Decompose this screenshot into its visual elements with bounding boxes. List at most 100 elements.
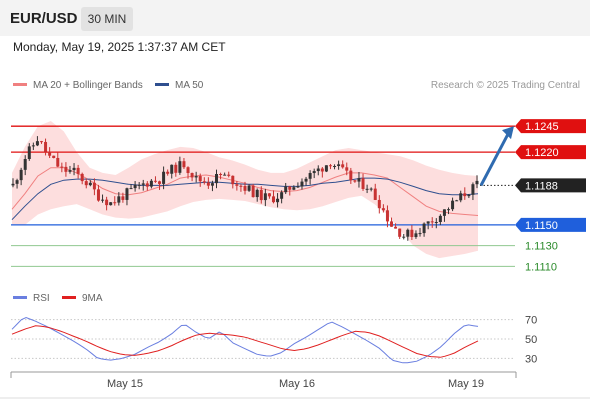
candle-body <box>88 182 92 186</box>
candle-body <box>39 141 43 143</box>
candle <box>447 207 451 215</box>
candle <box>475 175 479 189</box>
candle-body <box>333 166 337 168</box>
forecast-arrow-shaft <box>479 131 511 187</box>
candle-body <box>52 155 56 158</box>
candle-body <box>133 184 137 189</box>
candle <box>320 166 324 178</box>
candle-body <box>296 186 300 188</box>
candle <box>267 193 271 199</box>
candle-body <box>84 181 88 186</box>
candle <box>308 170 312 185</box>
candle <box>227 171 231 178</box>
level-tag-1-1245: 1.1245 <box>515 119 586 134</box>
candle <box>357 171 361 188</box>
candle-body <box>166 171 170 174</box>
candle <box>153 176 157 183</box>
level-tag-label: 1.1188 <box>525 180 558 192</box>
rsi-legend-label: RSI <box>33 293 50 304</box>
candle <box>210 180 214 192</box>
candle <box>406 228 410 241</box>
candle <box>271 190 275 204</box>
candle <box>426 221 430 230</box>
candle <box>414 230 418 239</box>
candle-body <box>292 187 296 190</box>
candle <box>52 155 56 159</box>
candle <box>113 196 117 206</box>
candle <box>15 178 19 189</box>
candle <box>84 178 88 189</box>
candle <box>361 173 365 191</box>
rsi-tick-30: 30 <box>525 353 537 365</box>
candle-body <box>402 236 406 238</box>
chart-header: EUR/USD 30 MIN <box>0 0 590 36</box>
candle-body <box>158 181 162 184</box>
candle-body <box>137 184 141 186</box>
candle <box>296 182 300 188</box>
candle <box>137 182 141 190</box>
candle-body <box>19 169 23 181</box>
candle-body <box>113 202 117 204</box>
candle-body <box>271 196 275 203</box>
forecast-arrow-head <box>502 126 514 140</box>
candle <box>215 169 219 189</box>
candle-body <box>198 176 202 182</box>
candle-body <box>263 193 267 201</box>
candle <box>190 172 194 182</box>
level-label-1-1130: 1.1130 <box>525 241 558 253</box>
candle <box>105 196 109 211</box>
candle-body <box>105 199 109 206</box>
candle-body <box>369 188 373 190</box>
candle <box>345 162 349 176</box>
candle-body <box>341 164 345 168</box>
candle-body <box>390 221 394 227</box>
candle-body <box>406 229 410 237</box>
candle-body <box>300 181 304 187</box>
candle <box>463 187 467 200</box>
candle <box>72 163 76 176</box>
level-tag-bg <box>515 178 586 193</box>
candle-body <box>174 164 178 173</box>
candle-body <box>31 145 35 147</box>
candle <box>410 225 414 241</box>
candle <box>76 164 80 179</box>
candle-body <box>316 168 320 172</box>
rsi-swatch <box>13 295 27 299</box>
candle-body <box>394 226 398 229</box>
candle <box>377 195 381 214</box>
candle-body <box>308 173 312 179</box>
candle <box>96 184 100 202</box>
candle <box>145 181 149 191</box>
candle <box>284 182 288 195</box>
candle <box>170 164 174 179</box>
candle-body <box>288 186 292 190</box>
candle <box>442 209 446 222</box>
candle-body <box>178 161 182 173</box>
candle <box>333 164 337 170</box>
candle <box>243 181 247 195</box>
candle-body <box>48 151 52 156</box>
candle <box>149 179 153 189</box>
candle <box>48 147 52 159</box>
candle <box>304 176 308 186</box>
candle-body <box>251 185 255 198</box>
candle <box>263 188 267 207</box>
candle-body <box>35 141 39 146</box>
candle-body <box>438 215 442 223</box>
candle-body <box>471 184 475 195</box>
candle <box>23 155 27 176</box>
candle-body <box>377 199 381 209</box>
candle <box>418 227 422 237</box>
candle <box>166 169 170 176</box>
candle-body <box>68 170 72 172</box>
candle <box>312 168 316 179</box>
candle <box>255 188 259 202</box>
x-tick-label: May 15 <box>107 378 143 390</box>
candle <box>80 172 84 185</box>
level-tag-label: 1.1220 <box>525 147 559 159</box>
candle <box>223 172 227 176</box>
timeframe-button[interactable]: 30 MIN <box>81 7 133 31</box>
candle <box>381 204 385 213</box>
candle <box>141 179 145 191</box>
